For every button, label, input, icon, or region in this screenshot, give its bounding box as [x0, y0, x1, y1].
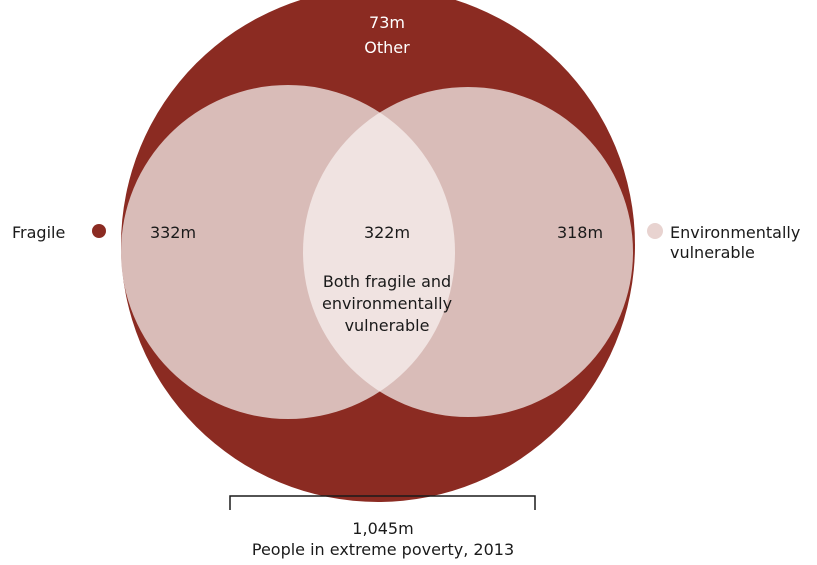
environmental-legend-line-2: vulnerable: [670, 243, 755, 262]
fragile-legend-label: Fragile: [12, 223, 65, 242]
both-value: 322m: [364, 223, 410, 242]
both-label-line-2: environmentally: [322, 294, 452, 313]
fragile-legend-dot: [92, 224, 106, 238]
other-label: Other: [364, 38, 410, 57]
fragile-value: 332m: [150, 223, 196, 242]
other-value: 73m: [369, 13, 405, 32]
total-label: People in extreme poverty, 2013: [252, 540, 514, 559]
environmental-value: 318m: [557, 223, 603, 242]
both-label-line-1: Both fragile and: [323, 272, 451, 291]
total-value: 1,045m: [352, 519, 413, 538]
total-bracket: [229, 495, 536, 510]
environmental-legend-dot: [647, 223, 663, 239]
both-label-line-3: vulnerable: [345, 316, 430, 335]
overlap-region: [303, 87, 455, 417]
environmental-legend-line-1: Environmentally: [670, 223, 800, 242]
